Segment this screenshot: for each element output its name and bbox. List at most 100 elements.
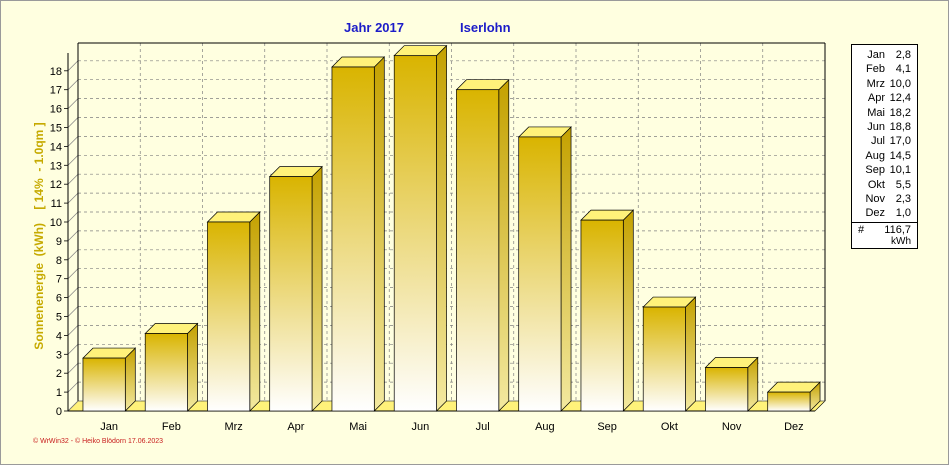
y-tick-label: 5 [56,312,62,324]
legend-value: 10,1 [889,164,911,177]
bar-side [124,347,136,412]
bar-front [518,136,562,412]
bar [766,381,821,412]
bar [455,78,510,412]
bar-side [685,296,696,412]
legend: Jan 2,8 Feb 4,1 Mrz 10,0 Apr 12,4 Mai 18,2 Jun 18,8… [851,44,918,249]
bar-front [705,367,749,412]
legend-value: 4,1 [895,63,911,76]
bar-front [580,219,624,412]
y-tick-label: 7 [56,274,62,286]
bar-front [82,357,126,412]
x-tick-label: Aug [535,421,555,433]
bar-front [331,66,375,412]
legend-total: 116,7 [884,224,911,236]
grid-line-depth [67,381,79,393]
legend-value: 5,5 [895,178,911,191]
bar [393,44,448,412]
legend-value: 10,0 [889,77,911,90]
bar [144,322,199,412]
axes [64,42,826,412]
legend-row: Apr 12,4 [852,91,917,105]
bar [268,165,323,412]
chart-title-location: Iserlohn [460,20,511,35]
legend-separator [852,222,917,223]
legend-value: 1,0 [895,207,911,220]
x-tick-label: Jul [476,421,490,433]
bar-front [393,55,437,412]
bar [206,211,261,412]
legend-month: Apr [867,92,885,105]
grid-line-depth [67,306,79,317]
legend-value: 14,5 [889,149,911,162]
y-tick-label: 9 [56,236,62,248]
legend-value: 18,8 [889,120,911,133]
y-tick-label: 15 [50,123,62,135]
y-tick-label: 17 [50,85,62,97]
legend-month: Jul [870,135,885,148]
grid-line-depth [67,344,79,355]
legend-unit: kWh [891,236,911,247]
legend-row: Jun 18,8 [852,120,917,134]
grid-line-depth [67,211,79,223]
legend-value: 2,3 [895,192,911,205]
legend-row: Feb 4,1 [852,62,917,76]
y-tick-label: 6 [56,293,62,305]
legend-value: 17,0 [889,135,911,148]
bar-side [249,211,261,412]
x-tick-label: Jan [100,421,118,433]
bar [82,347,137,412]
bar-front [144,333,188,412]
x-tick-label: Nov [722,421,742,433]
y-tick-label: 0 [56,406,62,418]
y-tick-label: 1 [56,387,62,399]
grid-line-depth [67,117,79,128]
bar-side [622,209,634,412]
bar [331,56,386,412]
y-tick-label: 11 [51,198,62,210]
grid-line-depth [67,325,79,336]
y-tick-label: 10 [50,217,62,229]
grid-line-depth [67,173,79,185]
bar-side [311,165,323,412]
legend-row: Mrz 10,0 [852,77,917,91]
legend-month: Mrz [866,77,885,90]
grid-line-depth [67,79,79,90]
x-tick-label: Okt [661,421,678,433]
grid-line-depth [67,155,79,166]
y-tick-label: 14 [50,141,62,153]
legend-total-symbol: # [858,224,865,236]
legend-rows: Jan 2,8 Feb 4,1 Mrz 10,0 Apr 12,4 Mai 18,2 Jun 18,8… [852,48,917,221]
y-tick-label: 16 [50,104,62,116]
legend-month: Nov [865,192,885,205]
legend-month: Sep [865,164,885,177]
y-tick-label: 13 [50,160,62,172]
bar-front [269,176,313,412]
legend-row: Jul 17,0 [852,134,917,148]
bar-side [373,56,385,412]
legend-row: Aug 14,5 [852,149,917,163]
bar-side [436,44,447,412]
grid-line-depth [67,249,79,261]
legend-month: Jun [867,120,885,133]
x-tick-label: Mrz [224,421,242,433]
x-tick-label: Feb [162,421,181,433]
x-tick-label: Jun [412,421,430,433]
y-tick-label: 8 [56,255,62,267]
legend-value: 12,4 [889,92,911,105]
grid-line-depth [67,98,79,109]
bar-front [456,89,500,412]
legend-month: Mai [867,106,885,119]
grid-line-depth [67,268,79,279]
legend-row: Jan 2,8 [852,48,917,62]
bar-side [498,78,510,412]
grid-line-depth [67,287,79,298]
chart-title-year: Jahr 2017 [344,20,404,35]
legend-month: Aug [865,149,885,162]
bar-front [767,391,811,412]
grid-line-depth [67,60,79,72]
legend-month: Dez [865,207,885,220]
x-tick-label: Mai [349,421,367,433]
bar [704,356,759,412]
